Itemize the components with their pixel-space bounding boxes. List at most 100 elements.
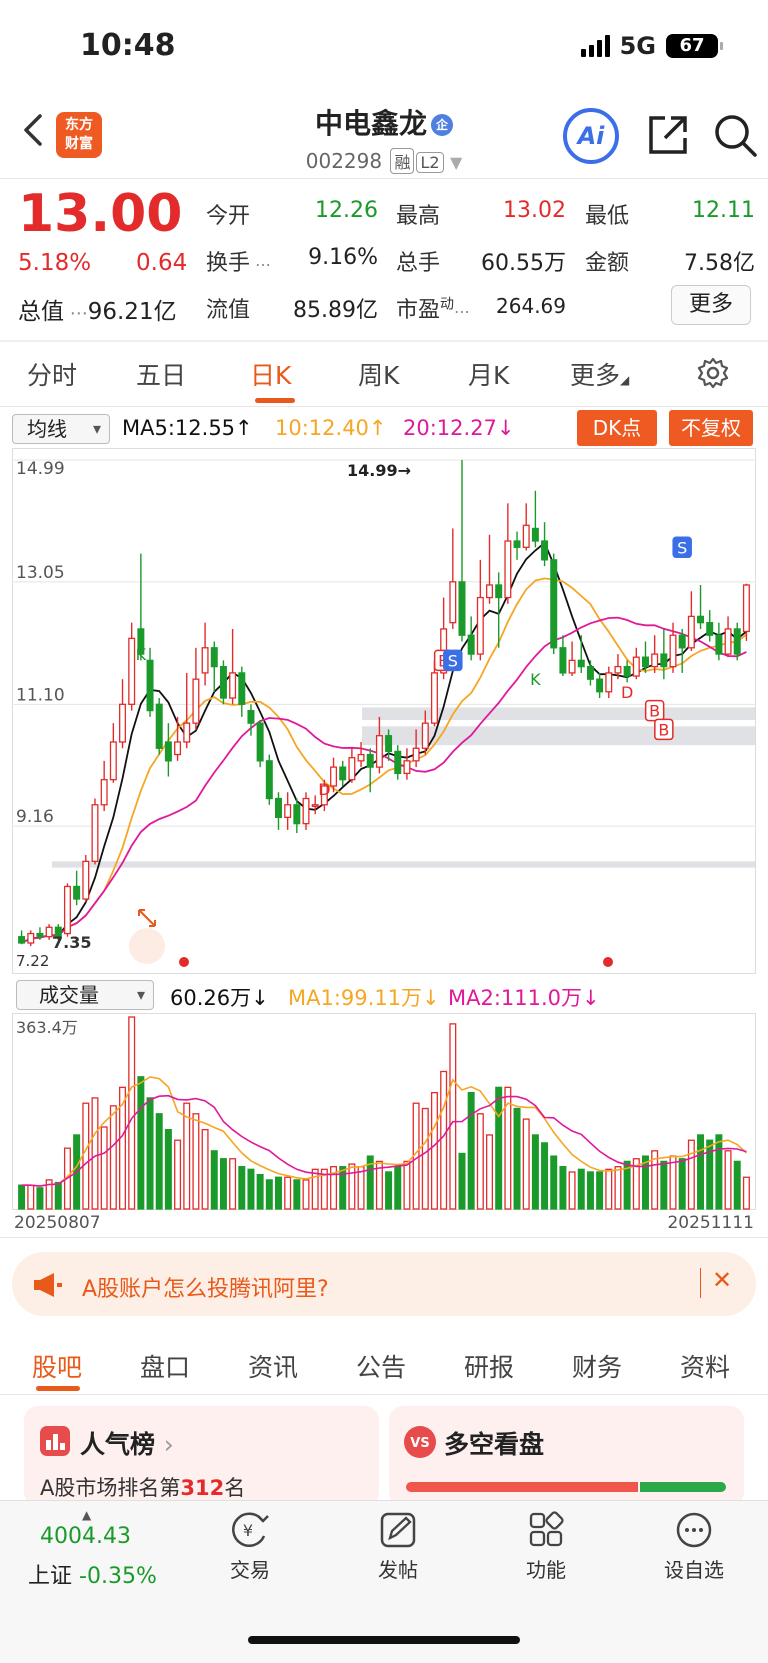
dk-point-button[interactable]: DK点 xyxy=(577,410,657,446)
volume-bar xyxy=(458,1152,466,1210)
indicator-select[interactable]: 均线 xyxy=(12,414,110,444)
volume-bar xyxy=(247,1168,255,1210)
tab-news[interactable]: 资讯 xyxy=(248,1353,299,1382)
low-value: 12.11 xyxy=(692,198,755,223)
amount-label: 金额 xyxy=(585,251,630,276)
candle-body xyxy=(375,735,383,768)
expand-arrow-icon[interactable]: ▲ xyxy=(82,1508,92,1522)
candle xyxy=(486,534,494,604)
candle xyxy=(238,666,246,717)
candle xyxy=(513,531,521,560)
index-value[interactable]: 4004.43 xyxy=(40,1524,131,1549)
candle xyxy=(348,748,356,783)
banner-text[interactable]: A股账户怎么投腾讯阿里? xyxy=(82,1277,329,1302)
candle-body xyxy=(586,665,594,680)
candle xyxy=(742,583,750,641)
volume-bar xyxy=(440,1070,448,1210)
signal-marker: B xyxy=(644,699,665,722)
pe-dynamic-sup: 动 xyxy=(440,296,455,313)
volume-bar xyxy=(687,1139,695,1210)
share-icon[interactable] xyxy=(645,112,691,158)
candle-body xyxy=(632,656,640,677)
close-icon[interactable]: ✕ xyxy=(712,1266,733,1294)
volume-bar xyxy=(128,1016,136,1210)
volume-chart[interactable]: 363.4万 xyxy=(12,1013,756,1210)
volume-bar xyxy=(715,1134,723,1210)
tab-research[interactable]: 研报 xyxy=(464,1353,515,1382)
candle-body xyxy=(100,779,108,806)
kline-chart[interactable]: 14.9913.0511.109.1614.99→7.227.35KKDDBSS… xyxy=(12,448,756,974)
bull-bear-title: 多空看盘 xyxy=(444,1430,545,1459)
candle xyxy=(247,704,255,736)
tab-daily-k[interactable]: 日K xyxy=(250,361,292,390)
candle xyxy=(284,792,292,830)
volume-bar xyxy=(238,1166,246,1210)
candle-body xyxy=(284,804,292,819)
tab-monthly-k[interactable]: 月K xyxy=(468,361,510,390)
info-dots-icon[interactable]: ⋯ xyxy=(250,255,272,274)
gear-icon[interactable] xyxy=(696,356,730,390)
search-icon[interactable] xyxy=(712,112,758,158)
status-time: 10:48 xyxy=(80,28,176,63)
volume-ma2: MA2:111.0万↓ xyxy=(448,986,600,1010)
volume-indicator-select[interactable]: 成交量 xyxy=(16,980,154,1010)
volume-bar xyxy=(486,1134,494,1210)
candle-body xyxy=(394,750,402,775)
back-icon[interactable] xyxy=(18,112,48,148)
tab-finance[interactable]: 财务 xyxy=(572,1353,623,1382)
tab-announcements[interactable]: 公告 xyxy=(356,1353,407,1382)
enterprise-badge-icon: 企 xyxy=(431,114,453,136)
candle xyxy=(559,635,567,677)
signal-marker: S xyxy=(443,649,463,672)
candle-body xyxy=(641,656,649,668)
candle xyxy=(412,729,420,768)
signal-marker: K xyxy=(530,670,541,689)
svg-text:VS: VS xyxy=(410,1436,429,1451)
more-button[interactable]: 更多 xyxy=(671,285,751,325)
candle-body xyxy=(256,722,264,762)
tab-intraday[interactable]: 分时 xyxy=(27,361,78,390)
no-adjust-button[interactable]: 不复权 xyxy=(669,410,753,446)
nav-add-watchlist[interactable]: 设自选 xyxy=(644,1510,744,1583)
change-amount: 0.64 xyxy=(136,250,188,276)
ai-button[interactable]: Ai xyxy=(563,108,619,164)
candle xyxy=(541,522,549,567)
candle xyxy=(678,628,686,673)
candle-body xyxy=(486,584,494,599)
candle xyxy=(403,748,411,780)
open-value: 12.26 xyxy=(315,198,378,223)
volume-bar xyxy=(164,1129,172,1210)
tab-order-book[interactable]: 盘口 xyxy=(140,1353,191,1382)
candle xyxy=(715,622,723,661)
tab-forum[interactable]: 股吧 xyxy=(32,1353,83,1382)
more-dots-icon[interactable]: ⋯ xyxy=(64,303,88,324)
candle-body xyxy=(27,932,35,944)
signal-label: S xyxy=(677,538,687,557)
volume-ma2-line xyxy=(21,1094,747,1187)
volume-bar xyxy=(339,1166,347,1210)
volume-bar xyxy=(403,1160,411,1210)
promo-banner[interactable] xyxy=(12,1252,756,1316)
index-change: -0.35% xyxy=(79,1564,157,1589)
expand-button-bg xyxy=(129,928,165,964)
popularity-card[interactable] xyxy=(24,1406,379,1506)
ma20-line xyxy=(21,616,747,944)
candle-body xyxy=(54,926,62,938)
candle-body xyxy=(449,581,457,624)
nav-post[interactable]: 发帖 xyxy=(348,1510,448,1583)
volume-bar xyxy=(577,1168,585,1210)
date-start: 20250807 xyxy=(14,1213,101,1233)
nav-functions[interactable]: 功能 xyxy=(496,1510,596,1583)
high-marker: 14.99→ xyxy=(347,461,411,480)
stock-code-row[interactable]: 002298 融 L2 ▼ xyxy=(0,148,768,174)
index-name[interactable]: 上证 -0.35% xyxy=(28,1564,157,1589)
tab-profile[interactable]: 资料 xyxy=(680,1353,731,1382)
tab-five-day[interactable]: 五日 xyxy=(136,361,187,390)
tab-weekly-k[interactable]: 周K xyxy=(358,361,400,390)
pe-dots-icon[interactable]: ⋯ xyxy=(454,302,471,321)
candle-body xyxy=(605,672,613,693)
tab-more[interactable]: 更多◢ xyxy=(570,361,630,390)
nav-trade[interactable]: ¥ 交易 xyxy=(200,1510,300,1583)
candle xyxy=(706,610,714,642)
status-indicators: 5G 67 xyxy=(580,32,723,60)
